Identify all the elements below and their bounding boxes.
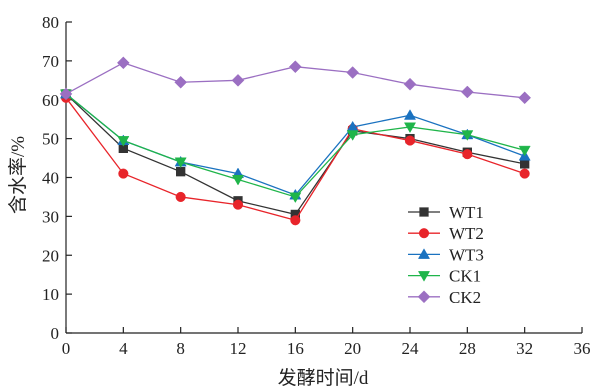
legend-swatch-marker xyxy=(417,271,431,282)
data-point-ck2 xyxy=(403,77,417,91)
legend-label: WT3 xyxy=(449,245,484,264)
data-point-ck2 xyxy=(116,56,130,70)
data-point-ck2 xyxy=(174,75,188,89)
x-tick-label: 12 xyxy=(230,339,247,358)
y-tick-label: 20 xyxy=(42,246,59,265)
x-tick-label: 8 xyxy=(176,339,185,358)
data-point-wt2 xyxy=(290,215,301,226)
series-line-ck1 xyxy=(65,93,525,198)
axes xyxy=(65,22,582,334)
series-ck2 xyxy=(59,56,532,105)
data-point-ck1 xyxy=(231,174,245,186)
legend-item-ck2: CK2 xyxy=(408,288,481,307)
x-tick-label: 32 xyxy=(516,339,533,358)
data-point-wt2 xyxy=(118,168,129,179)
data-point-wt2 xyxy=(462,149,473,160)
x-tick-label: 4 xyxy=(119,339,128,358)
x-tick-label: 20 xyxy=(344,339,361,358)
y-tick-label: 10 xyxy=(42,285,59,304)
legend-item-ck1: CK1 xyxy=(408,267,481,286)
data-point-wt2 xyxy=(404,135,416,146)
series-layer xyxy=(59,56,532,226)
data-point-wt3 xyxy=(403,109,417,120)
data-point-ck2 xyxy=(346,66,360,79)
legend: WT1 WT2 WT3 CK1 CK2 xyxy=(408,203,484,307)
data-point-ck1 xyxy=(289,192,302,204)
data-point-wt2 xyxy=(175,191,186,202)
legend-swatch-marker xyxy=(419,207,429,217)
data-point-wt1 xyxy=(520,159,530,169)
legend-swatch-marker xyxy=(418,228,430,239)
data-point-wt2 xyxy=(519,168,530,179)
x-tick-label: 36 xyxy=(574,339,591,358)
data-point-ck2 xyxy=(59,87,73,101)
data-point-ck2 xyxy=(460,85,474,99)
legend-item-wt3: WT3 xyxy=(408,245,484,264)
legend-label: CK2 xyxy=(449,288,481,307)
y-tick-label: 80 xyxy=(42,13,59,32)
x-tick-label: 28 xyxy=(459,339,476,358)
data-point-ck1 xyxy=(403,122,417,134)
legend-swatch-marker xyxy=(417,290,431,304)
y-tick-label: 40 xyxy=(42,169,59,188)
y-tick-label: 50 xyxy=(42,130,59,149)
data-point-ck1 xyxy=(117,136,130,147)
data-point-wt2 xyxy=(232,199,244,210)
y-axis-ticks: 0 10 20 30 40 50 60 70 80 xyxy=(42,13,72,343)
data-point-ck2 xyxy=(288,60,302,74)
legend-item-wt2: WT2 xyxy=(408,224,484,243)
data-point-ck1 xyxy=(174,157,187,169)
data-point-wt1 xyxy=(176,167,186,177)
y-tick-label: 70 xyxy=(42,52,59,71)
legend-label: WT1 xyxy=(449,203,484,222)
x-tick-label: 0 xyxy=(62,339,71,358)
data-point-ck2 xyxy=(231,73,245,87)
data-point-ck1 xyxy=(518,145,531,157)
data-point-ck1 xyxy=(346,130,359,141)
y-tick-label: 30 xyxy=(42,207,59,226)
legend-label: WT2 xyxy=(449,224,484,243)
x-axis-ticks: 0 4 8 12 16 20 24 28 32 36 xyxy=(62,327,591,358)
legend-item-wt1: WT1 xyxy=(408,203,484,222)
data-point-ck1 xyxy=(461,130,474,141)
y-tick-label: 0 xyxy=(51,324,60,343)
x-axis-title: 发酵时间/d xyxy=(278,367,369,389)
legend-label: CK1 xyxy=(449,267,481,286)
y-axis-title: 含水率/% xyxy=(7,136,29,214)
legend-swatch-marker xyxy=(417,248,431,259)
x-tick-label: 16 xyxy=(287,339,304,358)
y-tick-label: 60 xyxy=(42,91,59,110)
data-point-ck2 xyxy=(518,91,532,105)
series-ck1 xyxy=(59,89,531,204)
x-tick-label: 24 xyxy=(402,339,420,358)
